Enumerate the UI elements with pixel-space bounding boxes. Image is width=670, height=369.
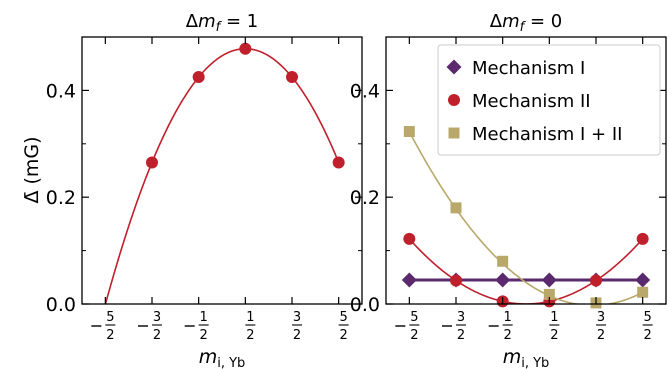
x-tick-numerator: 3	[457, 310, 465, 325]
x-tick-numerator: 5	[410, 310, 418, 325]
x-tick-numerator: 3	[153, 310, 161, 325]
x-tick-label: 12	[549, 310, 560, 343]
y-tick-label: 0.0	[350, 294, 380, 316]
legend-box	[437, 44, 661, 156]
panel-title: Δmf = 0	[490, 11, 562, 35]
plot-frame	[81, 36, 363, 305]
x-tick-label: 52	[91, 310, 116, 343]
data-point-mechanism_2	[450, 274, 462, 287]
x-tick-denominator: 2	[340, 328, 348, 343]
x-tick-denominator: 2	[550, 328, 558, 343]
y-axis-label: Δ̄ (mG)	[21, 136, 43, 203]
fit-curve-mechanism_12	[408, 131, 644, 304]
data-point-mechanism_2	[286, 71, 298, 84]
x-tick-numerator: 1	[200, 310, 208, 325]
data-point-mechanism_1	[541, 272, 557, 288]
fit-curve-mechanism_2	[408, 238, 644, 304]
legend-label-mechanism_2: Mechanism II	[472, 91, 591, 112]
fit-curves	[104, 47, 340, 304]
x-tick-denominator: 2	[106, 328, 114, 343]
x-tick-numerator: 1	[504, 310, 512, 325]
x-tick-label: 32	[442, 310, 466, 343]
y-axis-label-text: Δ̄ (mG)	[21, 136, 43, 203]
x-tick-label: 52	[395, 310, 420, 343]
data-point-mechanism_12	[637, 286, 649, 298]
data-point-mechanism_1	[495, 272, 511, 288]
legend-label-mechanism_1: Mechanism I	[472, 58, 585, 79]
x-tick-denominator: 2	[246, 328, 254, 343]
x-tick-numerator: 1	[550, 310, 558, 325]
x-tick-label: 32	[292, 310, 302, 343]
data-points	[146, 42, 345, 169]
data-point-mechanism_12	[543, 288, 555, 300]
legend-label-mechanism_12: Mechanism I + II	[472, 124, 622, 145]
data-point-mechanism_1	[401, 272, 417, 288]
x-tick-label: 12	[245, 310, 256, 343]
y-tick-label: 0.0	[46, 294, 76, 316]
y-tick-label: 0.4	[46, 80, 76, 102]
data-point-mechanism_2	[146, 156, 158, 169]
x-tick-numerator: 5	[340, 310, 348, 325]
legend: Mechanism I Mechanism II Mechanism I + II	[437, 44, 661, 156]
x-tick-denominator: 2	[153, 328, 161, 343]
x-tick-label: 52	[642, 310, 653, 343]
y-tick-label: 0.2	[350, 187, 380, 209]
x-tick-denominator: 2	[644, 328, 652, 343]
x-tick-label: 32	[138, 310, 162, 343]
x-tick-numerator: 3	[293, 310, 301, 325]
x-tick-label: 32	[596, 310, 606, 343]
x-tick-denominator: 2	[504, 328, 512, 343]
x-tick-denominator: 2	[293, 328, 301, 343]
plot-frame	[385, 36, 667, 305]
x-tick-numerator: 5	[106, 310, 114, 325]
legend-marker-mechanism_2	[448, 94, 460, 106]
y-tick-label: 0.2	[46, 187, 76, 209]
data-point-mechanism_12	[450, 202, 462, 214]
legend-marker-mechanism_12	[448, 127, 460, 139]
data-point-mechanism_2	[192, 71, 205, 84]
panel-title: Δmf = 1	[186, 11, 258, 35]
x-axis-label: mi, Yb	[503, 346, 550, 369]
data-point-mechanism_12	[403, 126, 415, 138]
data-point-mechanism_2	[239, 42, 252, 55]
data-point-mechanism_2	[403, 232, 416, 245]
x-tick-numerator: 1	[246, 310, 254, 325]
y-tick-label: 0.4	[350, 80, 380, 102]
x-tick-denominator: 2	[200, 328, 208, 343]
x-tick-denominator: 2	[410, 328, 418, 343]
data-points	[401, 126, 651, 309]
data-point-mechanism_2	[332, 156, 345, 169]
data-point-mechanism_2	[636, 232, 649, 245]
data-point-mechanism_2	[590, 274, 602, 287]
x-tick-label: 12	[184, 310, 209, 343]
x-tick-numerator: 5	[644, 310, 652, 325]
x-axis-label: mi, Yb	[199, 346, 246, 369]
x-tick-label: 12	[488, 310, 513, 343]
x-tick-label: 52	[338, 310, 349, 343]
legend-marker-mechanism_1	[446, 59, 462, 75]
x-tick-numerator: 3	[597, 310, 605, 325]
fit-curves	[408, 131, 644, 304]
fit-curve-mechanism_2	[104, 47, 340, 304]
x-tick-denominator: 2	[597, 328, 605, 343]
data-point-mechanism_12	[497, 255, 509, 267]
x-tick-denominator: 2	[457, 328, 465, 343]
data-point-mechanism_1	[635, 272, 651, 288]
